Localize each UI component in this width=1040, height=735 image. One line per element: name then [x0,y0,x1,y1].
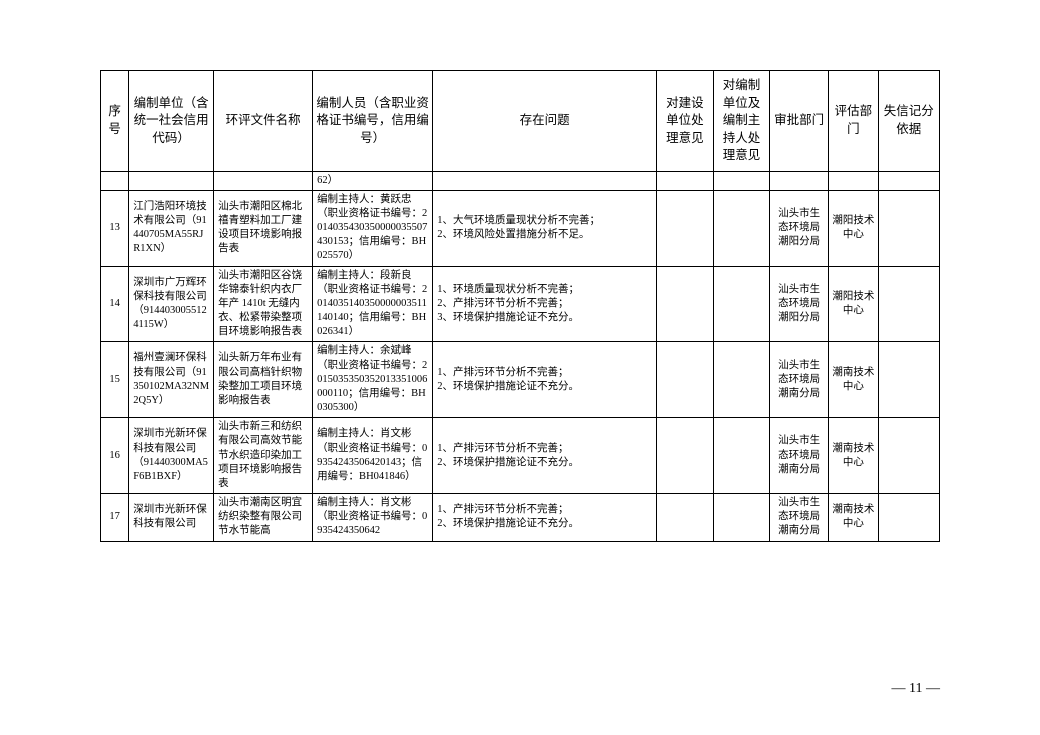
table-row-carry: 62） [101,171,940,190]
cell-staff: 62） [313,171,433,190]
cell-op1 [657,418,714,494]
cell-idx: 13 [101,190,129,266]
cell-staff: 编制主持人：余斌峰（职业资格证书编号：201503535035201335100… [313,342,433,418]
col-dept1: 审批部门 [770,71,829,172]
cell-op2 [713,494,770,542]
cell-doc: 汕头新万年布业有限公司高档针织物染整加工项目环境影响报告表 [214,342,313,418]
col-staff: 编制人员（含职业资格证书编号，信用编号） [313,71,433,172]
table-row: 16深圳市光新环保科技有限公司（91440300MA5F6B1BXF）汕头市新三… [101,418,940,494]
eia-review-table: 序号 编制单位（含统一社会信用代码） 环评文件名称 编制人员（含职业资格证书编号… [100,70,940,542]
cell-dept2: 潮南技术中心 [829,342,878,418]
cell-dept2: 潮阳技术中心 [829,266,878,342]
cell-idx: 17 [101,494,129,542]
cell-op1 [657,494,714,542]
table-header-row: 序号 编制单位（含统一社会信用代码） 环评文件名称 编制人员（含职业资格证书编号… [101,71,940,172]
cell-basis [878,342,939,418]
cell-dept1: 汕头市生态环境局潮阳分局 [770,266,829,342]
cell-basis [878,171,939,190]
cell-doc: 汕头市潮阳区棉北禧青塑料加工厂建设项目环境影响报告表 [214,190,313,266]
col-op2: 对编制单位及编制主持人处理意见 [713,71,770,172]
cell-unit: 深圳市光新环保科技有限公司（91440300MA5F6B1BXF） [129,418,214,494]
cell-basis [878,266,939,342]
cell-idx: 15 [101,342,129,418]
cell-op1 [657,190,714,266]
cell-doc: 汕头市新三和纺织有限公司高效节能节水织造印染加工项目环境影响报告表 [214,418,313,494]
cell-dept1: 汕头市生态环境局潮南分局 [770,494,829,542]
cell-dept2: 潮阳技术中心 [829,190,878,266]
cell-unit: 江门浩阳环境技术有限公司（91440705MA55RJR1XN） [129,190,214,266]
cell-op1 [657,266,714,342]
cell-issues: 1、产排污环节分析不完善； 2、环境保护措施论证不充分。 [433,342,657,418]
cell-op2 [713,190,770,266]
cell-op2 [713,418,770,494]
cell-basis [878,494,939,542]
cell-unit: 福州壹澜环保科技有限公司（91350102MA32NM2Q5Y） [129,342,214,418]
cell-dept2 [829,171,878,190]
cell-dept1: 汕头市生态环境局潮南分局 [770,418,829,494]
cell-staff: 编制主持人：肖文彬（职业资格证书编号：09354243506420143；信用编… [313,418,433,494]
col-basis: 失信记分依据 [878,71,939,172]
cell-idx: 14 [101,266,129,342]
cell-staff: 编制主持人：段新良（职业资格证书编号：201403514035000000351… [313,266,433,342]
table-body: 62） 13江门浩阳环境技术有限公司（91440705MA55RJR1XN）汕头… [101,171,940,541]
cell-issues: 1、大气环境质量现状分析不完善； 2、环境风险处置措施分析不足。 [433,190,657,266]
col-dept2: 评估部门 [829,71,878,172]
cell-doc: 汕头市潮阳区谷饶华锦泰针织内衣厂年产 1410t 无缝内衣、松紧带染整项目环境影… [214,266,313,342]
page-number: — 11 — [892,681,940,697]
col-unit: 编制单位（含统一社会信用代码） [129,71,214,172]
cell-dept1: 汕头市生态环境局潮阳分局 [770,190,829,266]
cell-basis [878,190,939,266]
cell-doc [214,171,313,190]
cell-idx: 16 [101,418,129,494]
col-issues: 存在问题 [433,71,657,172]
cell-issues: 1、环境质量现状分析不完善； 2、产排污环节分析不完善； 3、环境保护措施论证不… [433,266,657,342]
col-doc: 环评文件名称 [214,71,313,172]
col-idx: 序号 [101,71,129,172]
cell-dept2: 潮南技术中心 [829,418,878,494]
cell-op2 [713,266,770,342]
table-row: 14深圳市广万辉环保科技有限公司（9144030055124115W）汕头市潮阳… [101,266,940,342]
table-row: 15福州壹澜环保科技有限公司（91350102MA32NM2Q5Y）汕头新万年布… [101,342,940,418]
cell-basis [878,418,939,494]
cell-dept1 [770,171,829,190]
cell-dept1: 汕头市生态环境局潮南分局 [770,342,829,418]
table-row: 13江门浩阳环境技术有限公司（91440705MA55RJR1XN）汕头市潮阳区… [101,190,940,266]
cell-issues: 1、产排污环节分析不完善； 2、环境保护措施论证不充分。 [433,418,657,494]
cell-doc: 汕头市潮南区明宜纺织染整有限公司节水节能高 [214,494,313,542]
table-row: 17深圳市光新环保科技有限公司汕头市潮南区明宜纺织染整有限公司节水节能高编制主持… [101,494,940,542]
cell-dept2: 潮南技术中心 [829,494,878,542]
cell-staff: 编制主持人：黄跃忠（职业资格证书编号：201403543035000003550… [313,190,433,266]
cell-op1 [657,171,714,190]
cell-idx [101,171,129,190]
col-op1: 对建设单位处理意见 [657,71,714,172]
cell-issues: 1、产排污环节分析不完善； 2、环境保护措施论证不充分。 [433,494,657,542]
cell-unit: 深圳市光新环保科技有限公司 [129,494,214,542]
cell-op2 [713,342,770,418]
cell-op2 [713,171,770,190]
cell-unit: 深圳市广万辉环保科技有限公司（9144030055124115W） [129,266,214,342]
cell-issues [433,171,657,190]
cell-op1 [657,342,714,418]
cell-staff: 编制主持人：肖文彬（职业资格证书编号：0935424350642 [313,494,433,542]
cell-unit [129,171,214,190]
